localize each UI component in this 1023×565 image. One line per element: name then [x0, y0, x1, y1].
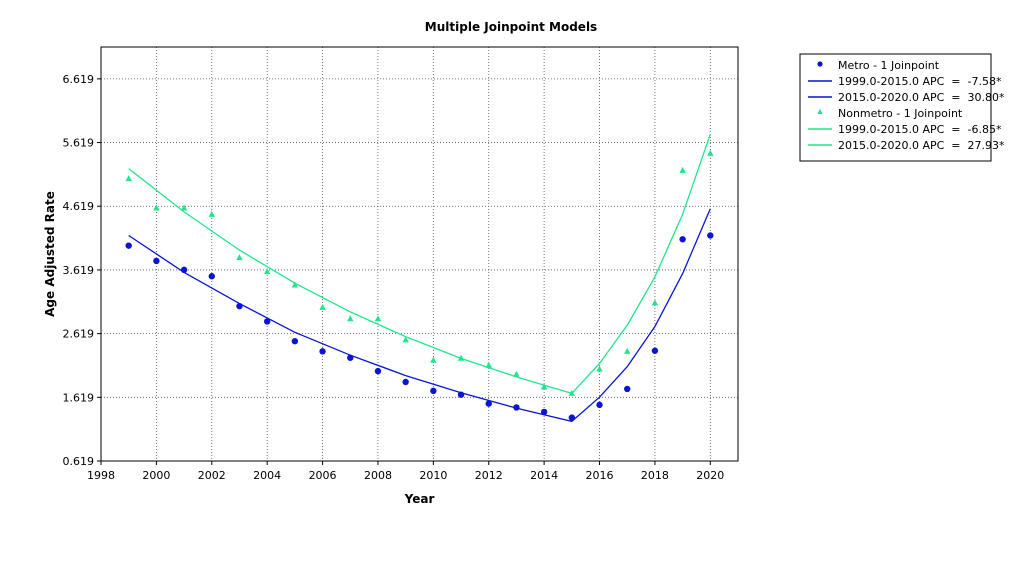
- x-tick-label: 1998: [87, 469, 115, 482]
- y-tick-label: 3.619: [63, 264, 95, 277]
- legend-entry-label: 1999.0-2015.0 APC = -6.85*: [838, 123, 1002, 136]
- metro-data-point: [457, 391, 465, 398]
- nonmetro-data-point: [540, 383, 548, 390]
- legend-entry-label: 2015.0-2020.0 APC = 27.93*: [838, 139, 1005, 152]
- nonmetro-fit-line: [128, 133, 711, 395]
- x-axis-title: Year: [404, 492, 435, 506]
- metro-data-point: [513, 404, 520, 411]
- metro-data-point: [291, 337, 299, 345]
- metro-data-point: [153, 257, 160, 265]
- metro-data-point: [679, 236, 686, 243]
- x-tick-label: 2012: [475, 469, 503, 482]
- x-tick-label: 2020: [696, 469, 724, 482]
- y-axis-ticks: 0.619 1.619 2.619 3.619 4.619 5.619 6.619: [63, 73, 101, 468]
- legend-triangle-marker: [817, 109, 823, 114]
- metro-data-point: [125, 242, 132, 249]
- y-axis-title: Age Adjusted Rate: [43, 191, 57, 317]
- nonmetro-data-point: [485, 361, 492, 368]
- nonmetro-data-point: [596, 365, 603, 372]
- nonmetro-data-point: [153, 204, 160, 211]
- y-tick-label: 0.619: [63, 455, 95, 468]
- legend-box: [799, 53, 992, 162]
- nonmetro-data-point: [679, 166, 686, 173]
- legend-entry-label: Metro - 1 Joinpoint: [838, 59, 940, 72]
- chart-title: Multiple Joinpoint Models: [425, 20, 597, 34]
- x-tick-label: 2002: [198, 469, 226, 482]
- grid: [100, 47, 738, 462]
- plot-area-frame: [100, 46, 739, 462]
- x-tick-label: 2016: [586, 469, 614, 482]
- y-tick-label: 4.619: [63, 200, 95, 213]
- x-tick-label: 2018: [641, 469, 669, 482]
- legend: Metro - 1 Joinpoint 1999.0-2015.0 APC = -…: [799, 53, 1005, 162]
- nonmetro-data-point: [707, 149, 714, 156]
- legend-entry-label: 1999.0-2015.0 APC = -7.58*: [838, 75, 1002, 88]
- nonmetro-data-point: [651, 299, 659, 306]
- metro-data-point: [485, 400, 492, 407]
- y-tick-label: 2.619: [63, 328, 95, 341]
- series-group: [125, 133, 714, 423]
- x-tick-label: 2006: [309, 469, 337, 482]
- nonmetro-data-point: [568, 389, 576, 396]
- x-axis-ticks: 1998 2000 2002 2004 2006 2008 2010 2012 2014 2016…: [87, 461, 724, 482]
- nonmetro-data-point: [457, 354, 465, 361]
- x-tick-label: 2008: [364, 469, 392, 482]
- metro-data-point: [263, 318, 271, 325]
- metro-fit-line: [128, 208, 711, 423]
- metro-data-point: [180, 266, 188, 274]
- y-tick-label: 1.619: [63, 391, 95, 404]
- legend-circle-marker: [817, 61, 823, 67]
- nonmetro-data-point: [319, 303, 326, 310]
- y-tick-label: 6.619: [63, 73, 95, 86]
- nonmetro-data-point: [374, 315, 382, 322]
- metro-data-point: [347, 354, 354, 361]
- nonmetro-data-point: [291, 281, 299, 288]
- metro-data-point: [319, 348, 326, 355]
- metro-data-point: [208, 273, 215, 280]
- nonmetro-data-point: [513, 370, 520, 377]
- nonmetro-data-point: [347, 315, 354, 322]
- metro-data-point: [596, 401, 603, 409]
- metro-data-point: [540, 408, 548, 416]
- metro-data-point: [430, 387, 437, 395]
- metro-data-point: [624, 385, 631, 393]
- x-tick-label: 2014: [530, 469, 558, 482]
- nonmetro-data-point: [430, 356, 437, 363]
- x-tick-label: 2010: [419, 469, 447, 482]
- x-tick-label: 2000: [142, 469, 170, 482]
- nonmetro-data-point: [180, 204, 188, 211]
- metro-data-point: [651, 347, 659, 354]
- x-tick-label: 2004: [253, 469, 281, 482]
- legend-entry-label: 2015.0-2020.0 APC = 30.80*: [838, 91, 1005, 104]
- metro-data-point: [707, 232, 714, 239]
- metro-data-point: [374, 367, 382, 375]
- metro-data-point: [236, 302, 243, 310]
- nonmetro-data-point: [624, 347, 631, 354]
- nonmetro-data-point: [125, 175, 132, 182]
- legend-entry-label: Nonmetro - 1 Joinpoint: [838, 107, 963, 120]
- y-tick-label: 5.619: [63, 137, 95, 150]
- metro-data-point: [402, 378, 409, 386]
- nonmetro-data-point: [236, 254, 243, 261]
- metro-data-point: [568, 414, 576, 421]
- nonmetro-data-point: [263, 268, 271, 275]
- nonmetro-data-point: [402, 336, 409, 343]
- nonmetro-data-point: [208, 210, 215, 217]
